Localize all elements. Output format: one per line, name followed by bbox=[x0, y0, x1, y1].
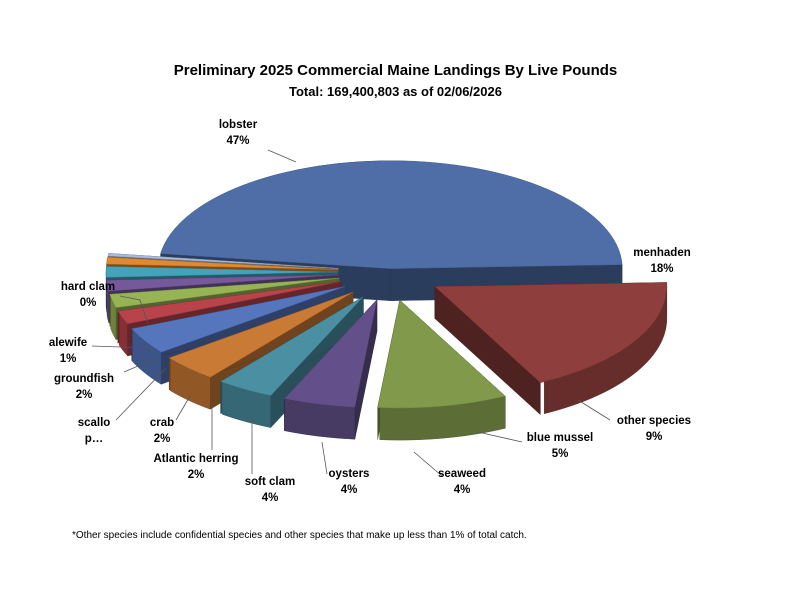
footnote: *Other species include confidential spec… bbox=[72, 530, 527, 541]
leader-line bbox=[477, 431, 523, 443]
leader-line bbox=[91, 345, 151, 349]
slice-label-blue-mussel: blue mussel 5% bbox=[477, 431, 593, 460]
slice-name: seaweed bbox=[438, 468, 486, 480]
slice-name: other species bbox=[617, 415, 691, 427]
slice-label-scallo-p: scallo p… bbox=[78, 367, 167, 445]
slice-percent: 18% bbox=[650, 263, 673, 275]
slice-percent: 5% bbox=[552, 448, 569, 460]
slice-label-lobster: lobster 47% bbox=[219, 119, 297, 163]
slice-name: oysters bbox=[329, 468, 370, 480]
leader-line bbox=[175, 395, 191, 421]
slice-label-alewife: alewife 1% bbox=[49, 337, 151, 365]
slice-percent: 47% bbox=[226, 135, 249, 147]
slice-percent: 4% bbox=[454, 484, 471, 496]
chart-title: Preliminary 2025 Commercial Maine Landin… bbox=[173, 62, 618, 79]
slice-name: crab bbox=[150, 417, 174, 429]
slice-name: soft clam bbox=[245, 476, 296, 488]
slice-percent: 4% bbox=[262, 492, 279, 504]
slice-label-oysters: oysters 4% bbox=[321, 441, 370, 496]
leader-line bbox=[577, 399, 611, 421]
slice-name: groundfish bbox=[54, 373, 114, 385]
slice-label-groundfish: groundfish 2% bbox=[54, 357, 158, 401]
slice-name: Atlantic herring bbox=[154, 453, 239, 465]
slice-percent: 2% bbox=[154, 433, 171, 445]
slice-name: lobster bbox=[219, 119, 258, 131]
chart-subtitle: Total: 169,400,803 as of 02/06/2026 bbox=[289, 84, 502, 99]
slice-name: blue mussel bbox=[527, 432, 593, 444]
leader-line bbox=[119, 295, 149, 325]
slice-label-seaweed: seaweed 4% bbox=[413, 451, 486, 496]
slice-percent: 4% bbox=[341, 484, 358, 496]
slice-percent: 1% bbox=[60, 353, 77, 365]
leader-line bbox=[115, 367, 167, 421]
slice-label-menhaden: menhaden 18% bbox=[633, 247, 691, 275]
pie-slice-blue-mussel bbox=[283, 298, 378, 440]
slice-label-soft-clam: soft clam 4% bbox=[245, 418, 296, 504]
leader-line bbox=[413, 451, 443, 477]
leader-line bbox=[123, 357, 158, 373]
slice-name: menhaden bbox=[633, 247, 691, 259]
leader-line bbox=[321, 441, 328, 475]
pie-slice-menhaden bbox=[434, 282, 668, 416]
slice-percent: 9% bbox=[646, 431, 663, 443]
slice-percent: 2% bbox=[188, 469, 205, 481]
slice-percent: 2% bbox=[76, 389, 93, 401]
slice-name: scallo p… bbox=[78, 417, 111, 445]
slice-label-crab: crab 2% bbox=[150, 395, 191, 445]
pie-slice-other-species bbox=[377, 299, 506, 441]
slice-label-hard-clam: hard clam 0% bbox=[61, 281, 149, 325]
slice-label-atlantic-herring: Atlantic herring 2% bbox=[154, 404, 239, 481]
slice-label-other-species: other species 9% bbox=[577, 399, 691, 443]
slice-name: hard clam bbox=[61, 281, 115, 293]
leader-line bbox=[267, 149, 297, 163]
slice-name: alewife bbox=[49, 337, 87, 349]
slice-percent: 0% bbox=[80, 297, 97, 309]
